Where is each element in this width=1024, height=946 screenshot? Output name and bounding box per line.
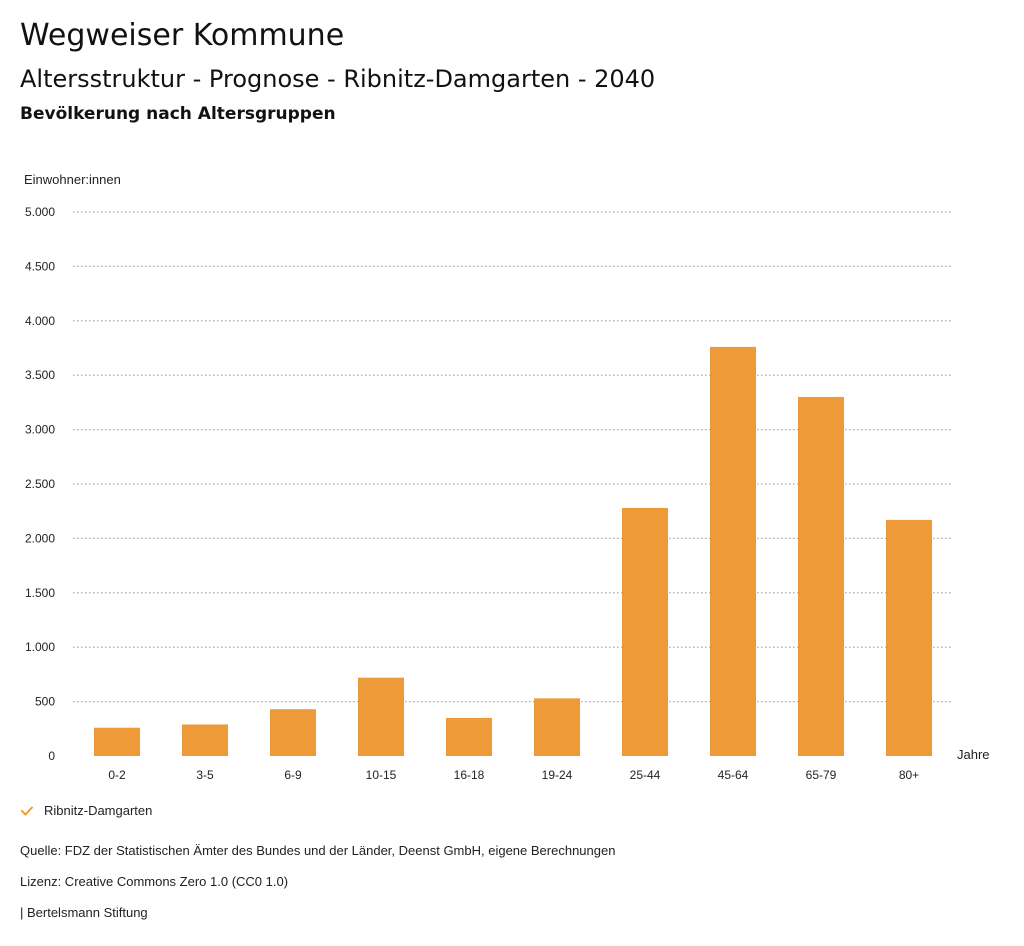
chart-subtitle: Altersstruktur - Prognose - Ribnitz-Damg… — [20, 65, 656, 93]
y-tick-label: 1.500 — [25, 586, 55, 600]
y-tick-label: 4.000 — [25, 314, 55, 328]
bars — [94, 346, 932, 756]
y-tick-label: 2.000 — [25, 531, 55, 545]
legend-item-ribnitz-damgarten[interactable]: Ribnitz-Damgarten — [20, 803, 152, 818]
x-tick-label: 65-79 — [806, 768, 837, 782]
y-axis-ticks: 0 500 1.000 1.500 2.000 2.500 3.000 3.500 4.000 4… — [25, 205, 55, 763]
x-tick-label: 16-18 — [454, 768, 485, 782]
y-tick-label: 2.500 — [25, 477, 55, 491]
y-tick-label: 0 — [48, 749, 55, 763]
y-tick-label: 5.000 — [25, 205, 55, 219]
bar-80+[interactable] — [886, 519, 932, 756]
y-tick-label: 3.000 — [25, 423, 55, 437]
bar-10-15[interactable] — [358, 677, 404, 756]
source-note: Quelle: FDZ der Statistischen Ämter des … — [20, 843, 616, 858]
bar-16-18[interactable] — [446, 717, 492, 756]
x-tick-label: 45-64 — [718, 768, 749, 782]
bar-25-44[interactable] — [622, 507, 668, 756]
bar-chart: Einwohner:innen 0 500 1.000 1.500 2.000 2.500… — [24, 172, 990, 782]
y-tick-label: 4.500 — [25, 259, 55, 273]
legend-label: Ribnitz-Damgarten — [44, 803, 153, 818]
x-tick-label: 3-5 — [196, 768, 214, 782]
chart-title: Bevölkerung nach Altersgruppen — [20, 104, 336, 124]
x-axis-ticks: 0-2 3-5 6-9 10-15 16-18 19-24 25-44 45-64 65-79 8… — [108, 768, 919, 782]
y-tick-label: 3.500 — [25, 368, 55, 382]
bar-45-64[interactable] — [710, 346, 756, 756]
x-tick-label: 6-9 — [284, 768, 302, 782]
x-tick-label: 10-15 — [366, 768, 397, 782]
bar-0-2[interactable] — [94, 727, 140, 756]
bar-3-5[interactable] — [182, 724, 228, 756]
page-title: Wegweiser Kommune — [20, 18, 345, 53]
y-tick-label: 1.000 — [25, 640, 55, 654]
bar-65-79[interactable] — [798, 396, 844, 756]
check-icon — [21, 806, 33, 815]
x-tick-label: 19-24 — [542, 768, 573, 782]
bar-6-9[interactable] — [270, 709, 316, 756]
x-tick-label: 80+ — [899, 768, 919, 782]
bar-19-24[interactable] — [534, 698, 580, 756]
y-axis-label: Einwohner:innen — [24, 172, 121, 187]
x-tick-label: 25-44 — [630, 768, 661, 782]
x-axis-label: Jahre — [957, 747, 990, 762]
y-tick-label: 500 — [35, 695, 55, 709]
x-tick-label: 0-2 — [108, 768, 126, 782]
publisher-note: | Bertelsmann Stiftung — [20, 905, 148, 920]
license-note: Lizenz: Creative Commons Zero 1.0 (CC0 1… — [20, 874, 289, 889]
